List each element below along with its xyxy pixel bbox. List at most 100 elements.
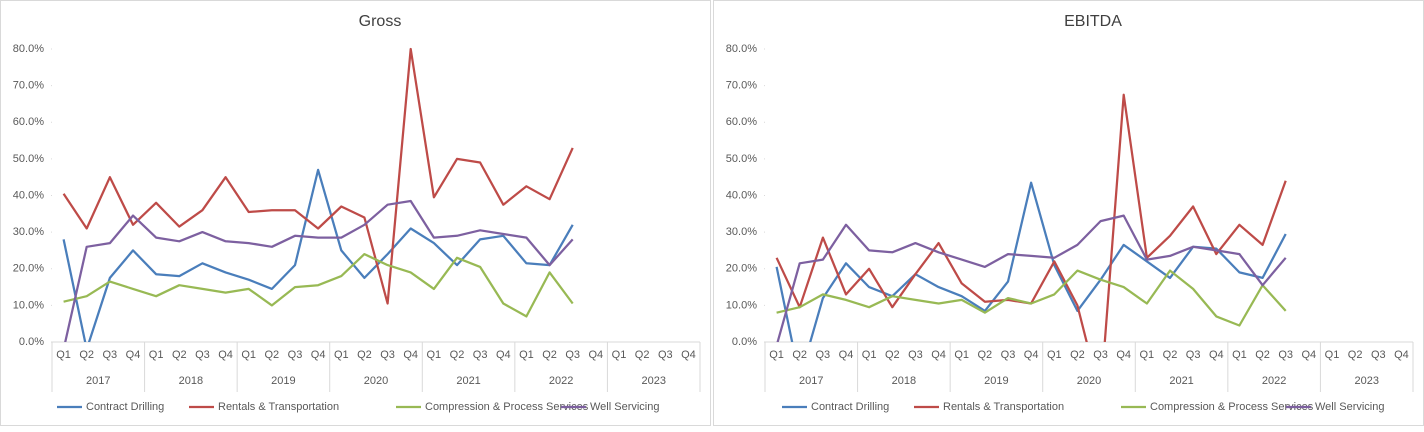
x-tick-label: Q4	[403, 349, 418, 361]
group-label: 2018	[179, 375, 203, 387]
x-tick-label: Q4	[839, 349, 854, 361]
y-tick-label: 70.0%	[726, 80, 757, 92]
x-tick-label: Q2	[885, 349, 900, 361]
x-tick-label: Q3	[1278, 349, 1293, 361]
y-tick-label: 60.0%	[13, 116, 44, 128]
y-tick-label: 30.0%	[726, 226, 757, 238]
legend-label: Contract Drilling	[811, 401, 889, 413]
x-tick-label: Q3	[816, 349, 831, 361]
group-label: 2023	[1354, 375, 1378, 387]
y-tick-label: 50.0%	[726, 153, 757, 165]
x-tick-label: Q4	[1394, 349, 1409, 361]
x-tick-label: Q4	[681, 349, 696, 361]
x-tick-label: Q3	[1186, 349, 1201, 361]
legend-label: Contract Drilling	[86, 401, 164, 413]
x-tick-label: Q4	[218, 349, 233, 361]
y-tick-label: 80.0%	[13, 43, 44, 55]
legend-label: Well Servicing	[1315, 401, 1385, 413]
y-tick-label: 70.0%	[13, 80, 44, 92]
y-tick-label: 20.0%	[13, 263, 44, 275]
x-tick-label: Q1	[334, 349, 349, 361]
plot-area	[775, 93, 1287, 342]
legend-label: Well Servicing	[590, 401, 660, 413]
x-tick-label: Q2	[542, 349, 557, 361]
y-tick-label: 0.0%	[732, 336, 757, 348]
group-label: 2023	[641, 375, 665, 387]
y-tick-label: 40.0%	[726, 189, 757, 201]
y-tick-label: 10.0%	[726, 299, 757, 311]
chart: EBITDA 0.0% 10.0% 20.0% 30.0% 40.0% 50.0% 60.0%…	[726, 13, 1414, 413]
x-tick-label: Q1	[1047, 349, 1062, 361]
y-tick-label: 80.0%	[726, 43, 757, 55]
y-tick-label: 60.0%	[726, 116, 757, 128]
x-tick-label: Q2	[1255, 349, 1270, 361]
series-line	[62, 168, 574, 342]
x-tick-label: Q4	[1302, 349, 1317, 361]
x-tick-label: Q1	[769, 349, 784, 361]
group-label: 2018	[892, 375, 916, 387]
x-tick-label: Q4	[589, 349, 604, 361]
group-label: 2021	[456, 375, 480, 387]
x-tick-label: Q1	[56, 349, 71, 361]
group-label: 2020	[364, 375, 388, 387]
x-tick-label: Q4	[931, 349, 946, 361]
x-tick-label: Q1	[612, 349, 627, 361]
group-label: 2017	[86, 375, 110, 387]
x-tick-label: Q1	[149, 349, 164, 361]
panel-frame	[713, 0, 1424, 426]
legend-label: Compression & Process Services	[425, 401, 589, 413]
x-tick-label: Q2	[450, 349, 465, 361]
x-tick-label: Q1	[862, 349, 877, 361]
x-tick-label: Q3	[103, 349, 118, 361]
x-tick-label: Q4	[311, 349, 326, 361]
x-tick-label: Q3	[1093, 349, 1108, 361]
x-tick-label: Q3	[1001, 349, 1016, 361]
x-tick-label: Q1	[427, 349, 442, 361]
x-tick-label: Q4	[1116, 349, 1131, 361]
x-tick-label: Q3	[908, 349, 923, 361]
y-tick-label: 30.0%	[13, 226, 44, 238]
group-label: 2022	[549, 375, 573, 387]
series-line	[64, 199, 574, 342]
series-line	[776, 214, 1287, 342]
x-tick-label: Q1	[1232, 349, 1247, 361]
x-tick-label: Q2	[1348, 349, 1363, 361]
series-line	[776, 269, 1287, 327]
y-tick-label: 0.0%	[19, 336, 44, 348]
chart-title: EBITDA	[1064, 13, 1122, 30]
x-tick-label: Q2	[357, 349, 372, 361]
series-line	[62, 47, 574, 305]
series-line	[63, 252, 574, 318]
x-tick-label: Q2	[172, 349, 187, 361]
x-tick-label: Q3	[473, 349, 488, 361]
legend-label: Compression & Process Services	[1150, 401, 1314, 413]
x-tick-label: Q2	[792, 349, 807, 361]
x-tick-label: Q1	[954, 349, 969, 361]
x-tick-label: Q1	[519, 349, 534, 361]
x-tick-label: Q3	[195, 349, 210, 361]
x-tick-label: Q2	[635, 349, 650, 361]
x-tick-label: Q4	[1024, 349, 1039, 361]
plot-area	[62, 47, 574, 342]
x-tick-label: Q2	[1070, 349, 1085, 361]
x-tick-label: Q1	[241, 349, 256, 361]
chart-title: Gross	[359, 13, 402, 30]
x-tick-label: Q3	[288, 349, 303, 361]
group-label: 2022	[1262, 375, 1286, 387]
x-tick-label: Q4	[496, 349, 511, 361]
group-label: 2021	[1169, 375, 1193, 387]
x-tick-label: Q2	[265, 349, 280, 361]
y-tick-label: 20.0%	[726, 263, 757, 275]
x-tick-label: Q3	[658, 349, 673, 361]
y-tick-label: 50.0%	[13, 153, 44, 165]
x-tick-label: Q2	[978, 349, 993, 361]
y-tick-label: 10.0%	[13, 299, 44, 311]
x-tick-label: Q3	[380, 349, 395, 361]
x-tick-label: Q3	[565, 349, 580, 361]
x-tick-label: Q3	[1371, 349, 1386, 361]
legend-label: Rentals & Transportation	[218, 401, 339, 413]
x-tick-label: Q1	[1325, 349, 1340, 361]
chart: Gross 0.0% 10.0% 20.0% 30.0% 40.0% 50.0% 60.0% 7…	[13, 13, 701, 413]
legend-label: Rentals & Transportation	[943, 401, 1064, 413]
group-label: 2017	[799, 375, 823, 387]
